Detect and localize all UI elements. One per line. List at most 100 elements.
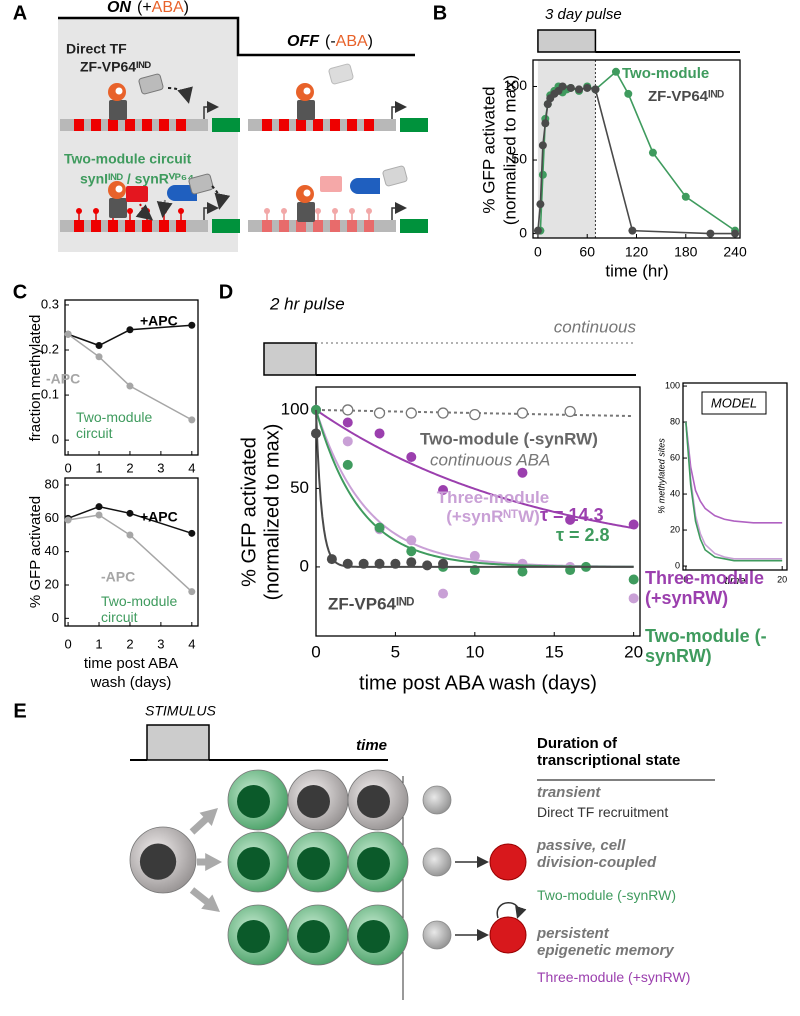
- state-cell: [422, 785, 452, 815]
- data-point: [517, 467, 528, 478]
- state-line: [58, 16, 415, 57]
- series-label: ZF-VP64ᴵᴺᴰ: [328, 594, 414, 613]
- data-point: [374, 558, 385, 569]
- dna-site: [91, 119, 101, 131]
- dna-site: [176, 119, 186, 131]
- x-tick-label: 15: [545, 642, 564, 661]
- series-label: Three-module (+synRᴺᵀW): [436, 488, 550, 527]
- dna-site: [142, 119, 152, 131]
- y-tick-label: 40: [45, 543, 59, 558]
- axis-title: % GFP activated: [27, 496, 44, 608]
- x-tick-label: 4: [188, 460, 195, 475]
- data-point: [405, 407, 417, 419]
- axis-title: time: [725, 575, 746, 587]
- aba-domain-inner: [303, 87, 311, 95]
- y-tick-label: 100: [504, 77, 528, 93]
- y-tick-label: 0: [675, 560, 680, 570]
- zinc-finger: [297, 100, 315, 120]
- arrow-head: [205, 853, 222, 871]
- methyl-mark: [281, 208, 287, 214]
- reporter: [400, 219, 428, 233]
- dna-site: [262, 119, 272, 131]
- mechanism: Two-module (-synRW): [537, 887, 676, 903]
- arrow-head: [199, 808, 218, 827]
- panel-letter: E: [13, 700, 26, 722]
- dna-site: [296, 220, 306, 232]
- data-point: [538, 141, 547, 150]
- axis-title: % methylated sites: [656, 438, 666, 514]
- state-label-part: ON: [107, 0, 131, 16]
- data-point: [565, 514, 576, 525]
- mechanism: Direct TF recruitment: [537, 804, 669, 820]
- duration: passive, cell division-coupled: [537, 837, 657, 871]
- panel-letter: C: [13, 281, 27, 303]
- double-arrow: [156, 199, 173, 218]
- methyl-mark: [349, 208, 355, 214]
- series-line: [685, 421, 783, 562]
- x-tick-label: 240: [723, 244, 747, 260]
- data-point: [95, 353, 103, 361]
- state-label-part: ABA: [152, 0, 184, 16]
- y-tick-label: 0: [519, 224, 527, 240]
- data-point: [731, 229, 740, 238]
- series-label: ZF-VP64ᴵᴺᴰ: [648, 88, 724, 105]
- axis-title: (normalized to max): [261, 424, 283, 601]
- data-point: [326, 554, 337, 565]
- zinc-finger: [297, 202, 315, 222]
- y-tick-label: 0.1: [41, 387, 59, 402]
- data-point: [406, 557, 417, 568]
- dna-site: [142, 220, 152, 232]
- promoter: [391, 101, 407, 119]
- label: STIMULUS: [145, 703, 216, 719]
- title-box: [701, 391, 767, 415]
- y-tick-label: 20: [670, 524, 680, 534]
- data-point: [628, 226, 637, 235]
- data-point: [374, 522, 385, 533]
- y-tick-label: 60: [45, 510, 59, 525]
- synI: [126, 186, 148, 202]
- data-point: [536, 200, 545, 209]
- data-point: [438, 558, 449, 569]
- dna-site: [347, 119, 357, 131]
- data-point: [591, 85, 600, 94]
- aba-domain-inner: [115, 185, 123, 193]
- promoter: [203, 202, 219, 220]
- synI: [320, 176, 342, 192]
- duration: transient: [537, 784, 601, 801]
- synR: [350, 178, 380, 194]
- y-tick-label: 50: [290, 478, 309, 497]
- axis-title: time (hr): [605, 261, 668, 280]
- data-point: [95, 511, 103, 519]
- dna-site: [262, 220, 272, 232]
- data-point: [406, 546, 417, 557]
- state-label-part: ABA: [336, 33, 368, 50]
- state-cell: [422, 847, 452, 877]
- nucleus: [297, 785, 330, 818]
- series-label: Two-module (-synRW): [645, 626, 767, 667]
- x-tick-label: 0: [64, 460, 71, 475]
- methyl-mark: [127, 208, 133, 214]
- series-label: Two-module: [622, 65, 709, 82]
- nucleus: [237, 847, 270, 880]
- data-point: [126, 509, 134, 517]
- data-point: [188, 416, 196, 424]
- chart-title: MODEL: [711, 395, 757, 410]
- data-point: [564, 405, 576, 418]
- series-label: Two-module (-synRW): [420, 429, 598, 448]
- data-point: [342, 459, 353, 470]
- continuous-label: continuous: [554, 317, 637, 336]
- data-point: [311, 428, 321, 439]
- synR: [167, 185, 197, 201]
- data-point: [558, 82, 567, 91]
- data-point: [469, 550, 480, 561]
- data-point: [628, 519, 639, 530]
- data-point: [126, 531, 134, 539]
- data-point: [517, 566, 528, 577]
- nucleus: [357, 920, 390, 953]
- data-point: [575, 85, 583, 94]
- methylated-state: [489, 916, 527, 954]
- data-point: [342, 436, 353, 447]
- plot-frame: [315, 386, 641, 637]
- x-tick-label: 0: [64, 636, 71, 651]
